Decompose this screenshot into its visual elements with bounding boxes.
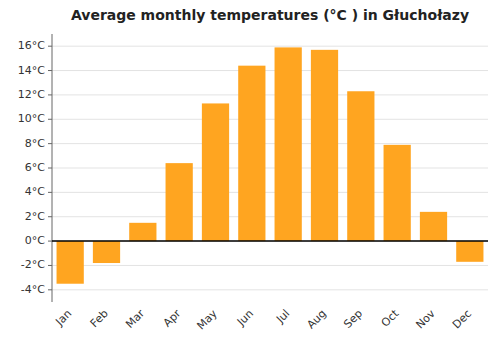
x-axis: Jan Feb Mar Apr May Jun Jul Aug Sep Oct Nov Dec bbox=[53, 307, 475, 333]
y-tick-label: 0°C bbox=[25, 234, 45, 247]
x-tick-label: Jan bbox=[53, 307, 75, 329]
x-tick-label: Sep bbox=[341, 307, 365, 331]
bar bbox=[384, 145, 411, 241]
y-tick bbox=[48, 119, 52, 120]
bar bbox=[238, 66, 265, 241]
bar bbox=[57, 241, 84, 284]
bar bbox=[202, 103, 229, 241]
x-tick-label: Aug bbox=[304, 307, 328, 331]
grid-line bbox=[52, 70, 488, 71]
bar bbox=[275, 47, 302, 241]
grid-line bbox=[52, 119, 488, 120]
y-tick-label: 6°C bbox=[25, 161, 45, 174]
y-tick-label: 16°C bbox=[18, 39, 45, 52]
grid-line bbox=[52, 94, 488, 95]
y-tick-label: -4°C bbox=[21, 283, 45, 296]
chart-container: -4°C -2°C 0°C 2°C 4°C 6°C 8°C 10°C 12°C 14°C 16°C J… bbox=[0, 0, 500, 350]
grid-line bbox=[52, 289, 488, 290]
y-tick bbox=[48, 94, 52, 95]
y-tick bbox=[48, 192, 52, 193]
x-tick-label: Dec bbox=[450, 307, 474, 331]
x-tick-label: Apr bbox=[161, 307, 184, 330]
grid-line bbox=[52, 241, 488, 242]
bar bbox=[166, 163, 193, 241]
grid bbox=[52, 46, 488, 290]
x-tick-label: Nov bbox=[413, 307, 438, 332]
y-axis: -4°C -2°C 0°C 2°C 4°C 6°C 8°C 10°C 12°C 14°C 16°C bbox=[18, 34, 52, 302]
grid-line bbox=[52, 143, 488, 144]
y-tick bbox=[48, 70, 52, 71]
chart: -4°C -2°C 0°C 2°C 4°C 6°C 8°C 10°C 12°C 14°C 16°C J… bbox=[0, 0, 500, 350]
x-tick-label: Mar bbox=[123, 307, 147, 331]
y-tick bbox=[48, 265, 52, 266]
bar bbox=[347, 91, 374, 241]
bar bbox=[129, 223, 156, 241]
bar bbox=[311, 50, 338, 241]
title: Average monthly temperatures (°C ) in Gł… bbox=[71, 7, 469, 23]
y-tick-label: 12°C bbox=[18, 88, 45, 101]
x-tick-label: Feb bbox=[88, 307, 111, 330]
y-tick bbox=[48, 241, 52, 242]
x-tick-label: Jul bbox=[273, 307, 292, 326]
grid-line bbox=[52, 46, 488, 47]
y-tick-label: 8°C bbox=[25, 137, 45, 150]
grid-line bbox=[52, 192, 488, 193]
y-tick-label: 4°C bbox=[25, 185, 45, 198]
zero-line bbox=[52, 240, 488, 242]
x-tick-label: May bbox=[194, 307, 220, 333]
bar bbox=[420, 212, 447, 241]
bar bbox=[93, 241, 120, 263]
y-tick bbox=[48, 168, 52, 169]
y-tick-label: 2°C bbox=[25, 210, 45, 223]
grid-line bbox=[52, 168, 488, 169]
x-tick-label: Jun bbox=[234, 307, 256, 329]
bars bbox=[57, 47, 484, 283]
y-tick-label: -2°C bbox=[21, 258, 45, 271]
y-axis-line bbox=[52, 34, 53, 302]
bar bbox=[456, 241, 483, 262]
y-tick bbox=[48, 143, 52, 144]
y-tick-label: 10°C bbox=[18, 112, 45, 125]
y-tick-label: 14°C bbox=[18, 64, 45, 77]
y-tick bbox=[48, 216, 52, 217]
x-tick-label: Oct bbox=[379, 307, 402, 330]
y-tick bbox=[48, 46, 52, 47]
y-tick bbox=[48, 289, 52, 290]
grid-line bbox=[52, 265, 488, 266]
